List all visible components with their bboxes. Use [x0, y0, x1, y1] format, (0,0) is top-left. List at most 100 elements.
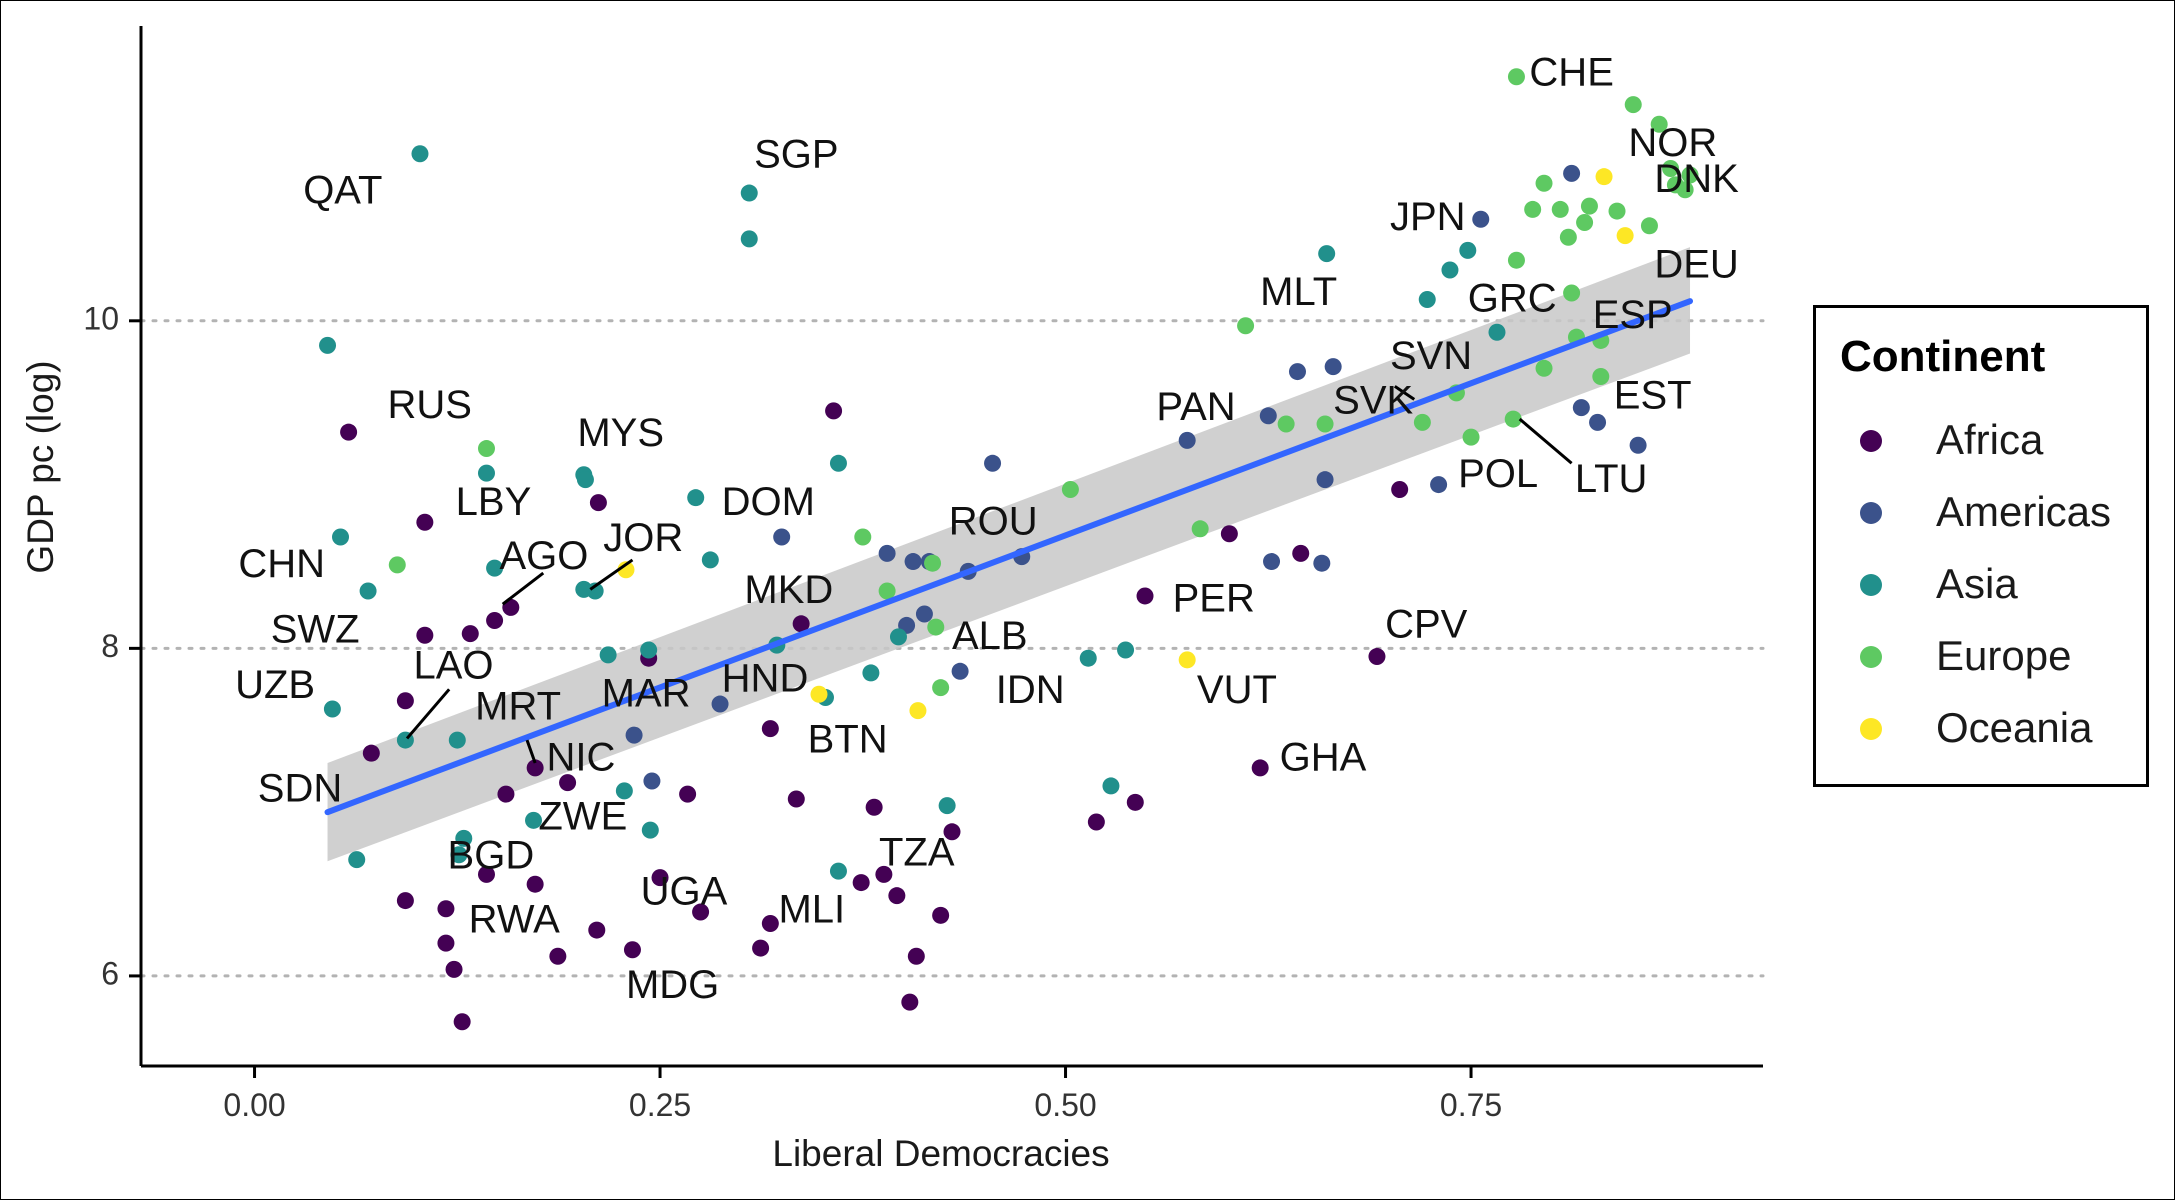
point-europe-10 [1277, 415, 1295, 433]
point-africa-38 [932, 906, 950, 924]
label-nor: NOR [1628, 121, 1717, 165]
point-americas-14 [1259, 407, 1277, 425]
point-africa-12 [526, 759, 544, 777]
point-europe-30 [1624, 96, 1642, 114]
point-americas-1 [878, 544, 896, 562]
point-africa-18 [943, 823, 961, 841]
point-europe-4 [924, 554, 942, 572]
label-rou: ROU [949, 499, 1038, 543]
x-tick-label-3: 0.75 [1440, 1087, 1502, 1123]
point-europe-27 [1592, 367, 1610, 385]
point-africa-42 [1136, 587, 1154, 605]
point-africa-1 [416, 513, 434, 531]
point-americas-18 [1316, 471, 1334, 489]
point-africa-21 [396, 892, 414, 910]
label-uga: UGA [641, 870, 728, 914]
point-africa-3 [486, 612, 504, 630]
point-africa-44 [1292, 544, 1310, 562]
leader-line-4 [1393, 385, 1416, 401]
label-jpn: JPN [1390, 195, 1466, 239]
legend-item-europe: Europe [1816, 622, 2146, 694]
legend-item-americas: Americas [1816, 478, 2146, 550]
label-ltu: LTU [1575, 457, 1648, 501]
point-africa-22 [437, 900, 455, 918]
point-asia-34 [1117, 641, 1135, 659]
point-americas-22 [1563, 164, 1581, 182]
point-americas-3 [915, 605, 933, 623]
legend: Continent Africa Americas Asia Europe Oc… [1813, 305, 2149, 787]
point-europe-21 [1551, 200, 1569, 218]
regression-line [324, 298, 1694, 816]
point-africa-16 [787, 790, 805, 808]
point-asia-22 [525, 811, 543, 829]
legend-label-oceania: Oceania [1936, 704, 2093, 751]
point-asia-1 [740, 184, 758, 202]
point-europe-8 [1191, 520, 1209, 538]
point-africa-35 [888, 887, 906, 905]
point-asia-5 [359, 582, 377, 600]
point-europe-12 [1413, 413, 1431, 431]
y-tick-label-1: 8 [101, 628, 119, 664]
point-africa-37 [901, 993, 919, 1011]
point-europe-2 [854, 528, 872, 546]
fit-line [324, 298, 1694, 816]
point-europe-20 [1535, 359, 1553, 377]
label-gha: GHA [1280, 735, 1367, 779]
label-chn: CHN [238, 542, 325, 586]
point-americas-10 [625, 726, 643, 744]
label-deu: DEU [1654, 242, 1738, 286]
y-tick-label-2: 10 [83, 300, 119, 336]
label-nic: NIC [547, 735, 616, 779]
leader-line-0 [501, 571, 545, 606]
point-europe-35 [1676, 181, 1694, 199]
point-asia-9 [455, 829, 473, 847]
point-africa-19 [651, 869, 669, 887]
point-europe-26 [1580, 197, 1598, 215]
point-europe-9 [1237, 317, 1255, 335]
label-alb: ALB [952, 614, 1028, 658]
point-europe-14 [1462, 428, 1480, 446]
point-americas-0 [773, 528, 791, 546]
label-esp: ESP [1593, 293, 1673, 337]
label-svn: SVN [1390, 334, 1472, 378]
x-axis-title: Liberal Democracies [772, 1133, 1109, 1174]
label-dnk: DNK [1654, 157, 1739, 201]
point-oceania-4 [1595, 168, 1613, 186]
label-est: EST [1614, 373, 1692, 417]
point-americas-12 [951, 662, 969, 680]
label-lby: LBY [456, 480, 532, 524]
y-axis-title: GDP pc (log) [20, 360, 61, 573]
legend-swatch-oceania [1860, 718, 1882, 740]
point-africa-32 [752, 939, 770, 957]
point-oceania-5 [1616, 227, 1634, 245]
point-asia-17 [586, 582, 604, 600]
label-pan: PAN [1156, 385, 1235, 429]
legend-swatch-europe [1860, 646, 1882, 668]
point-africa-33 [852, 874, 870, 892]
label-cpv: CPV [1385, 603, 1468, 647]
point-americas-11 [643, 772, 661, 790]
point-americas-19 [1324, 358, 1342, 376]
point-oceania-1 [810, 685, 828, 703]
point-africa-20 [692, 903, 710, 921]
point-europe-25 [1576, 214, 1594, 232]
leader-line-2 [405, 688, 451, 740]
point-africa-13 [559, 774, 577, 792]
y-tick-label-0: 6 [101, 955, 119, 991]
point-oceania-2 [909, 702, 927, 720]
point-africa-43 [1220, 525, 1238, 543]
point-asia-36 [1418, 291, 1436, 309]
point-asia-26 [829, 454, 847, 472]
label-idn: IDN [996, 668, 1065, 712]
point-africa-26 [445, 960, 463, 978]
point-africa-8 [792, 615, 810, 633]
point-asia-21 [641, 821, 659, 839]
point-asia-38 [1459, 241, 1477, 259]
point-africa-15 [679, 785, 697, 803]
data-points [319, 68, 1699, 1031]
point-africa-11 [362, 744, 380, 762]
point-africa-36 [907, 947, 925, 965]
point-africa-6 [589, 494, 607, 512]
point-asia-37 [1441, 261, 1459, 279]
